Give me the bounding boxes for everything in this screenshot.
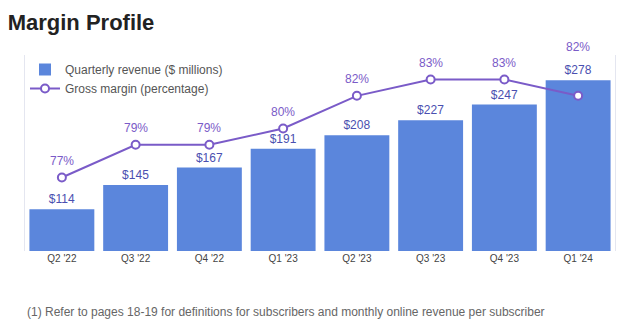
svg-text:Gross margin (percentage): Gross margin (percentage): [65, 82, 208, 96]
svg-text:79%: 79%: [197, 121, 221, 135]
svg-text:Q2 '22: Q2 '22: [47, 253, 77, 264]
svg-text:80%: 80%: [271, 105, 295, 119]
svg-text:82%: 82%: [345, 72, 369, 86]
svg-text:$191: $191: [270, 132, 297, 146]
svg-text:$167: $167: [196, 151, 223, 165]
svg-text:$208: $208: [343, 118, 370, 132]
svg-text:(1) Refer to pages 18-19 for d: (1) Refer to pages 18-19 for definitions…: [27, 305, 545, 319]
svg-text:Q3 '23: Q3 '23: [416, 253, 446, 264]
svg-text:$247: $247: [491, 88, 518, 102]
svg-text:Q2 '23: Q2 '23: [342, 253, 372, 264]
svg-text:$278: $278: [565, 63, 592, 77]
svg-text:83%: 83%: [492, 56, 516, 70]
svg-text:Quarterly revenue ($ millions): Quarterly revenue ($ millions): [65, 63, 222, 77]
svg-text:$227: $227: [417, 103, 444, 117]
svg-text:$114: $114: [49, 192, 75, 206]
svg-text:Margin Profile: Margin Profile: [8, 10, 155, 35]
svg-text:82%: 82%: [566, 40, 590, 54]
svg-text:Q1 '24: Q1 '24: [564, 253, 594, 264]
svg-text:77%: 77%: [50, 154, 74, 168]
svg-text:$145: $145: [122, 168, 149, 182]
svg-text:Q4 '23: Q4 '23: [490, 253, 520, 264]
svg-text:Q3 '22: Q3 '22: [121, 253, 151, 264]
svg-text:Q1 '23: Q1 '23: [269, 253, 299, 264]
svg-text:Q4 '22: Q4 '22: [195, 253, 225, 264]
svg-text:79%: 79%: [124, 121, 148, 135]
svg-text:83%: 83%: [419, 56, 443, 70]
